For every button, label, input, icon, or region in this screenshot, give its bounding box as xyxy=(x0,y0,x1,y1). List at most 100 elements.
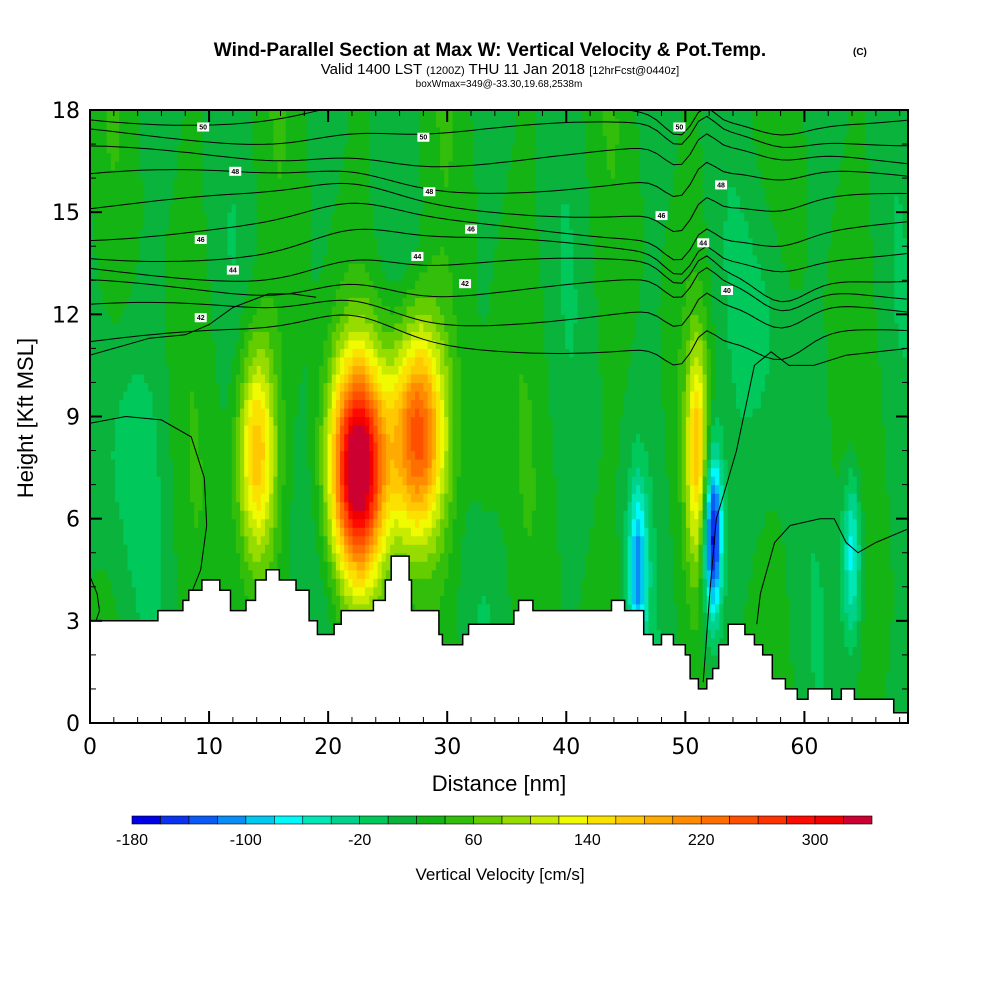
field-cell xyxy=(102,246,108,256)
field-cell xyxy=(190,450,195,460)
field-cell xyxy=(219,510,224,520)
field-cell xyxy=(327,569,333,579)
field-cell xyxy=(119,314,124,324)
field-cell xyxy=(335,382,341,392)
field-cell xyxy=(285,476,291,486)
field-cell xyxy=(123,390,129,401)
field-cell xyxy=(190,212,195,222)
field-cell xyxy=(140,442,145,452)
field-cell xyxy=(252,305,258,315)
field-cell xyxy=(344,237,349,247)
field-cell xyxy=(369,220,374,230)
field-cell xyxy=(360,331,366,341)
field-cell xyxy=(265,118,270,128)
field-cell xyxy=(90,612,95,622)
field-cell xyxy=(365,305,370,315)
field-cell xyxy=(173,373,179,384)
field-cell xyxy=(115,237,120,247)
field-cell xyxy=(98,161,104,171)
field-cell xyxy=(281,169,287,179)
field-cell xyxy=(135,390,141,401)
field-cell xyxy=(185,365,191,375)
field-cell xyxy=(344,442,349,452)
field-cell xyxy=(160,476,166,486)
field-cell xyxy=(119,110,124,120)
field-cell xyxy=(373,203,379,213)
field-cell xyxy=(185,552,191,562)
field-cell xyxy=(302,127,308,137)
field-cell xyxy=(123,127,129,137)
field-cell xyxy=(110,373,116,384)
field-cell xyxy=(119,450,124,460)
field-cell xyxy=(273,476,279,486)
field-cell xyxy=(119,603,124,613)
field-cell xyxy=(269,407,274,418)
field-cell xyxy=(127,237,133,247)
field-cell xyxy=(135,416,141,426)
field-cell xyxy=(369,450,374,460)
field-cell xyxy=(285,535,291,545)
field-cell xyxy=(327,407,333,418)
field-cell xyxy=(281,569,287,579)
field-cell xyxy=(256,382,262,392)
field-cell xyxy=(319,161,324,171)
field-cell xyxy=(302,152,308,162)
field-cell xyxy=(352,229,358,239)
field-cell xyxy=(252,152,258,162)
field-cell xyxy=(360,246,366,256)
field-cell xyxy=(169,518,174,528)
field-cell xyxy=(290,348,295,358)
field-cell xyxy=(135,544,141,554)
field-cell xyxy=(356,203,362,213)
field-cell xyxy=(165,595,170,605)
field-cell xyxy=(98,263,104,273)
field-cell xyxy=(335,501,341,511)
field-cell xyxy=(360,425,366,435)
field-cell xyxy=(331,288,337,298)
field-cell xyxy=(102,314,108,324)
field-cell xyxy=(173,254,179,264)
field-cell xyxy=(140,263,145,273)
field-cell xyxy=(123,152,129,162)
field-cell xyxy=(315,382,320,392)
field-cell xyxy=(240,459,245,469)
field-cell xyxy=(98,459,104,469)
field-cell xyxy=(335,365,341,375)
field-cell xyxy=(169,229,174,239)
field-cell xyxy=(190,152,195,162)
field-cell xyxy=(156,467,162,477)
field-cell xyxy=(260,493,266,503)
field-cell xyxy=(352,297,358,307)
field-cell xyxy=(119,246,124,256)
field-cell xyxy=(152,203,158,213)
field-cell xyxy=(144,365,149,375)
field-cell xyxy=(248,305,254,315)
field-cell xyxy=(327,561,333,571)
field-cell xyxy=(94,561,99,571)
field-cell xyxy=(169,161,174,171)
field-cell xyxy=(156,203,162,213)
field-cell xyxy=(290,510,295,520)
field-cell xyxy=(240,339,245,349)
field-cell xyxy=(194,135,199,145)
field-cell xyxy=(319,561,324,571)
field-cell xyxy=(223,220,229,230)
field-cell xyxy=(215,399,220,409)
field-cell xyxy=(356,510,362,520)
field-cell xyxy=(269,467,274,477)
field-cell xyxy=(165,578,170,588)
field-cell xyxy=(173,322,179,332)
field-cell xyxy=(273,518,279,528)
field-cell xyxy=(356,595,362,605)
field-cell xyxy=(148,595,154,605)
field-cell xyxy=(310,603,316,613)
field-cell xyxy=(348,263,354,273)
field-cell xyxy=(110,288,116,298)
field-cell xyxy=(265,339,270,349)
field-cell xyxy=(360,220,366,230)
field-cell xyxy=(110,399,116,409)
field-cell xyxy=(169,476,174,486)
field-cell xyxy=(327,263,333,273)
field-cell xyxy=(198,246,204,256)
field-cell xyxy=(94,407,99,418)
